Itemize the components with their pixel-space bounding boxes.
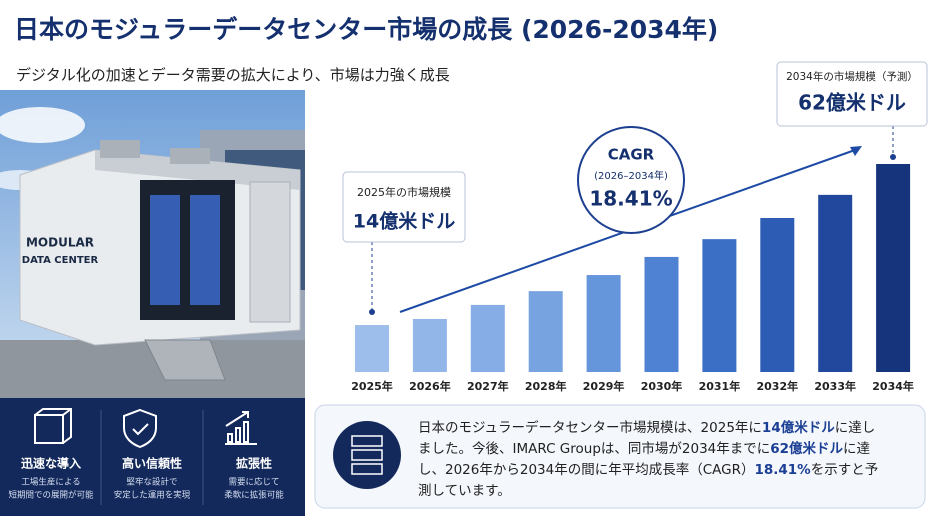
- feature-icons: [34, 408, 257, 449]
- summary-text: を示すと予測しています。: [418, 462, 879, 499]
- leader-dot: [369, 309, 375, 315]
- leader-dot: [890, 154, 896, 160]
- callout-value: 62億米ドル: [798, 91, 906, 115]
- bar: [876, 164, 911, 372]
- bar: [702, 239, 737, 372]
- summary-text: に達しました。今後、IMARC Groupは、同市場が2034年までに: [418, 420, 876, 457]
- feature-title: 迅速な導入: [21, 456, 81, 471]
- subtitle: デジタル化の加速とデータ需要の拡大により、市場は力強く成長: [16, 66, 450, 84]
- photo-label: MODULAR: [26, 236, 94, 250]
- feature-text: 需要に応じて: [228, 477, 279, 488]
- bar: [644, 256, 679, 372]
- bar: [355, 325, 389, 372]
- cagr-value: 18.41%: [589, 187, 672, 211]
- callout-box: [342, 171, 466, 243]
- feature-text: 堅牢な設計で: [126, 477, 177, 488]
- callout-value: 14億米ドル: [353, 210, 455, 233]
- cagr-period: (2026–2034年): [594, 169, 668, 182]
- x-tick-label: 2033年: [814, 379, 856, 393]
- feature-text: 安定した運用を実現: [114, 490, 191, 501]
- x-tick-label: 2031年: [699, 379, 741, 393]
- x-tick-label: 2034年: [872, 379, 914, 393]
- bar: [760, 218, 795, 372]
- x-tick-label: 2028年: [525, 379, 567, 393]
- arrow-head: [850, 146, 862, 156]
- summary-box: [314, 404, 926, 509]
- summary-icon: [333, 421, 401, 489]
- bar: [586, 275, 621, 372]
- photo-label: DATA CENTER: [22, 255, 99, 266]
- summary-text: 日本のモジュラーデータセンター市場規模は、2025年に: [418, 420, 762, 436]
- x-tick-label: 2026年: [409, 379, 451, 393]
- summary-text: に達し、2026年から2034年の間に年平均成長率（CAGR）: [418, 441, 871, 478]
- bar: [470, 304, 505, 372]
- bar: [818, 194, 853, 372]
- bar: [412, 318, 447, 372]
- summary: 日本のモジュラーデータセンター市場規模は、2025年に14億米ドルに達しました。…: [418, 418, 888, 502]
- feature-text: 短期間での展開が可能: [8, 490, 94, 501]
- feature-title: 高い信頼性: [122, 456, 182, 471]
- x-tick-label: 2030年: [641, 379, 683, 393]
- x-tick-label: 2025年: [351, 379, 393, 393]
- feature-text: 柔軟に拡張可能: [224, 490, 284, 501]
- summary-text: 62億米ドル: [770, 441, 844, 457]
- x-tick-label: 2032年: [756, 379, 798, 393]
- title: 日本のモジュラーデータセンター市場の成長 (2026-2034年): [14, 15, 719, 44]
- cagr-label: CAGR: [608, 146, 655, 164]
- summary-text: 18.41%: [754, 462, 811, 478]
- x-tick-label: 2029年: [583, 379, 625, 393]
- summary-text: 14億米ドル: [761, 420, 835, 436]
- cagr-circle: [577, 126, 685, 234]
- feature-panel: [0, 398, 305, 516]
- bar: [528, 291, 563, 372]
- feature-text: 工場生産による: [21, 477, 80, 488]
- feature-title: 拡張性: [236, 456, 272, 471]
- callout-label: 2025年の市場規模: [357, 185, 451, 199]
- photo: MODULAR DATA CENTER: [0, 90, 305, 398]
- x-tick-label: 2027年: [467, 379, 509, 393]
- server-icon: [351, 435, 383, 475]
- callout-box: [776, 61, 928, 127]
- callout-label: 2034年の市場規模（予測）: [786, 70, 918, 83]
